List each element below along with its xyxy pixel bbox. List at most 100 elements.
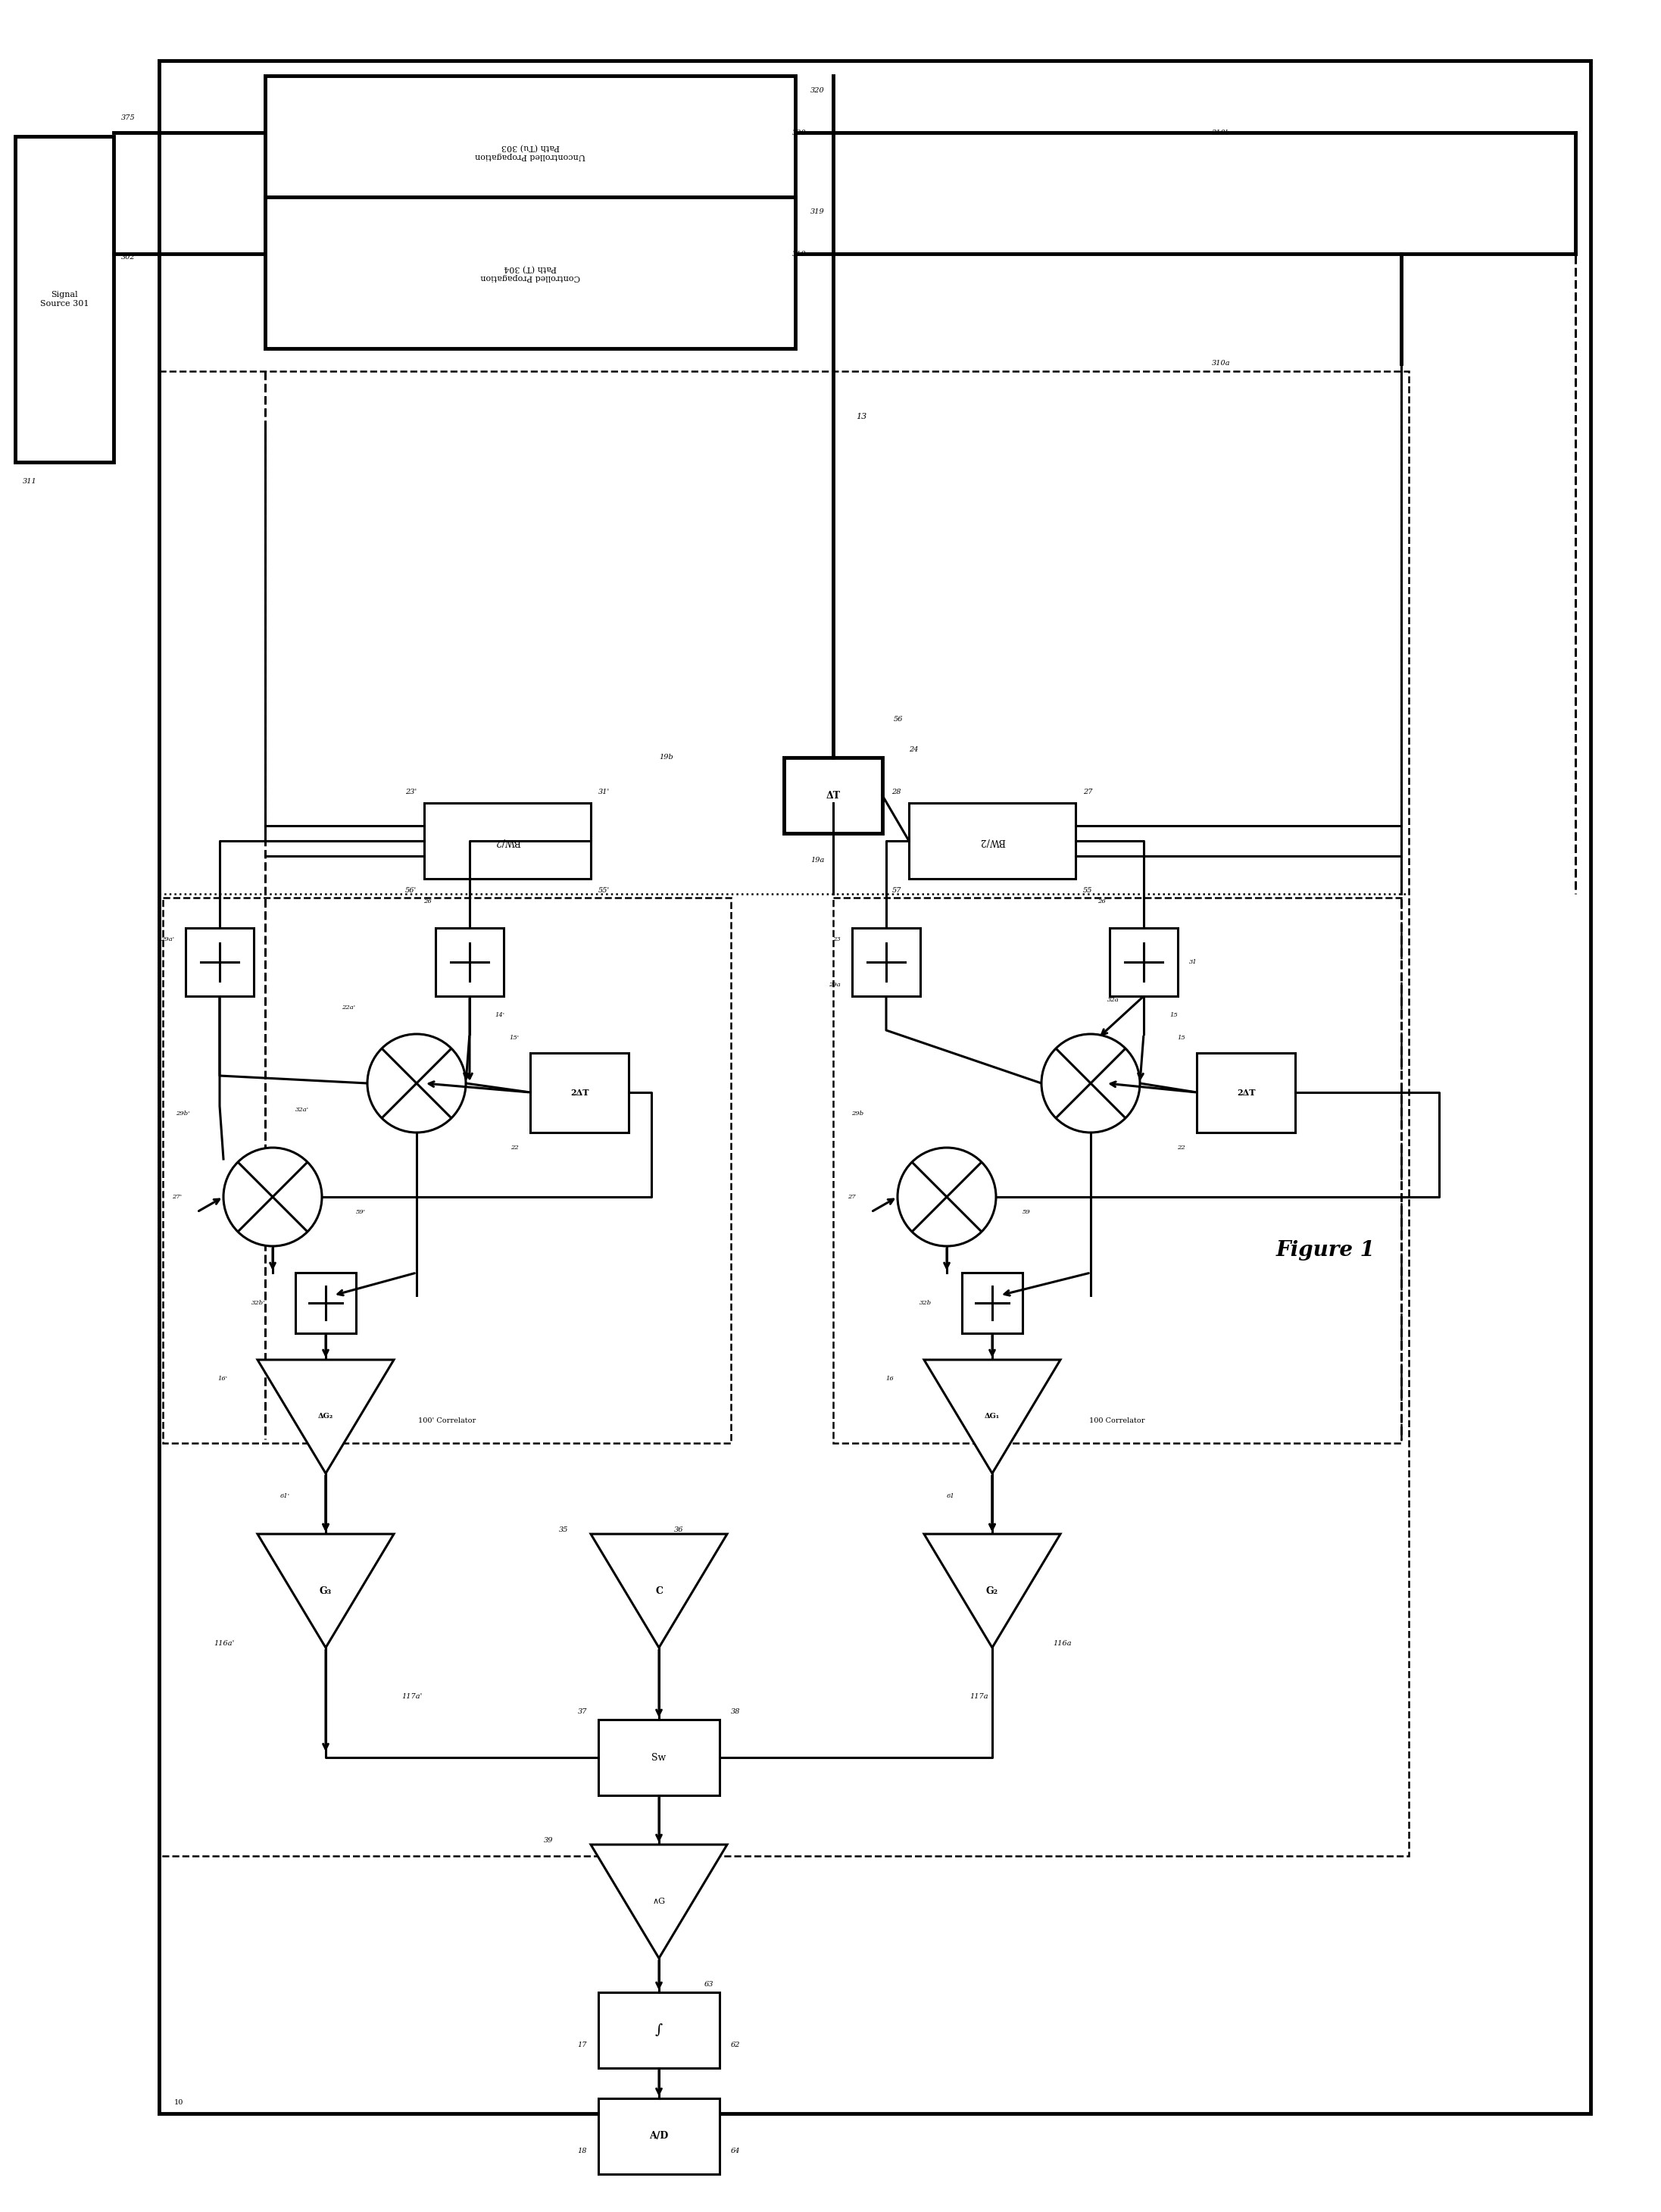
Text: 15': 15': [508, 1035, 518, 1042]
Text: 302: 302: [121, 254, 136, 261]
Text: 375: 375: [121, 115, 136, 122]
Text: 17: 17: [578, 2042, 586, 2048]
Text: 55: 55: [1083, 887, 1093, 894]
Text: ΔG₂: ΔG₂: [317, 1413, 334, 1420]
Text: 319: 319: [792, 250, 807, 257]
Circle shape: [1041, 1033, 1139, 1133]
Text: ΔT: ΔT: [826, 790, 840, 801]
Text: 59: 59: [1023, 1210, 1030, 1214]
Text: 56': 56': [405, 887, 417, 894]
Text: 23: 23: [832, 936, 840, 942]
Text: 14': 14': [495, 1013, 505, 1018]
Bar: [159, 372, 1409, 1856]
Text: 29a': 29a': [161, 936, 174, 942]
Bar: [424, 803, 591, 878]
Text: Controlled Propagation
Path (T) 304: Controlled Propagation Path (T) 304: [480, 265, 580, 281]
Text: 55': 55': [598, 887, 610, 894]
Bar: [962, 1272, 1023, 1334]
Text: 29a: 29a: [829, 982, 840, 989]
Bar: [159, 60, 1591, 2112]
Text: 32b': 32b': [251, 1301, 266, 1305]
Text: 62: 62: [731, 2042, 741, 2048]
Text: ∫: ∫: [654, 2024, 663, 2037]
Text: 15: 15: [1178, 1035, 1186, 1042]
Bar: [834, 898, 1402, 1442]
Text: 22a': 22a': [342, 1004, 355, 1011]
Text: 19b: 19b: [659, 754, 673, 761]
Text: 64: 64: [731, 2148, 741, 2154]
Circle shape: [367, 1033, 465, 1133]
Bar: [598, 1993, 719, 2068]
Text: BW/2: BW/2: [495, 836, 520, 845]
Text: 310a: 310a: [1213, 361, 1231, 367]
Polygon shape: [924, 1360, 1060, 1473]
Bar: [266, 75, 796, 228]
Text: 310b: 310b: [1213, 128, 1231, 135]
Text: 23': 23': [405, 787, 417, 794]
Text: Signal
Source 301: Signal Source 301: [40, 292, 88, 307]
Text: G₂: G₂: [987, 1586, 998, 1595]
Text: 100' Correlator: 100' Correlator: [419, 1418, 475, 1425]
Text: A/D: A/D: [649, 2132, 668, 2141]
Text: 36: 36: [674, 1526, 684, 1533]
Text: 15: 15: [1169, 1013, 1178, 1018]
Text: 10: 10: [174, 2099, 184, 2106]
Text: 2ΔT: 2ΔT: [1237, 1088, 1256, 1097]
Text: 32a: 32a: [1108, 998, 1120, 1002]
Text: 31: 31: [1189, 960, 1198, 964]
Text: C: C: [654, 1586, 663, 1595]
Bar: [1196, 1053, 1296, 1133]
Text: 61': 61': [281, 1493, 291, 1500]
Text: 26: 26: [424, 898, 432, 905]
Text: 27: 27: [1083, 787, 1093, 794]
Text: 38: 38: [731, 1708, 741, 1717]
Bar: [598, 1719, 719, 1796]
Text: 19a: 19a: [811, 856, 824, 863]
Polygon shape: [591, 1533, 728, 1648]
Text: 28: 28: [892, 787, 902, 794]
Text: 56: 56: [894, 717, 904, 723]
Bar: [186, 929, 254, 995]
Bar: [598, 2099, 719, 2174]
Text: BW/2: BW/2: [980, 836, 1005, 845]
Text: 319: 319: [811, 208, 824, 215]
Bar: [15, 137, 113, 462]
Bar: [266, 197, 796, 349]
Polygon shape: [257, 1533, 394, 1648]
Polygon shape: [257, 1360, 394, 1473]
Text: Uncontrolled Propagation
Path (Tu) 303: Uncontrolled Propagation Path (Tu) 303: [475, 144, 585, 159]
Text: 16: 16: [885, 1376, 894, 1382]
Bar: [163, 898, 731, 1442]
Polygon shape: [591, 1845, 728, 1958]
Text: 311: 311: [23, 478, 37, 484]
Text: 2ΔT: 2ΔT: [570, 1088, 588, 1097]
Text: 35: 35: [558, 1526, 568, 1533]
Text: 26: 26: [1098, 898, 1106, 905]
Text: 117a: 117a: [970, 1694, 988, 1701]
Text: 320: 320: [811, 88, 824, 95]
Text: 117a': 117a': [402, 1694, 422, 1701]
Bar: [530, 1053, 628, 1133]
Text: 27: 27: [847, 1194, 855, 1199]
Text: 32a': 32a': [296, 1106, 309, 1113]
Text: 32b: 32b: [920, 1301, 932, 1305]
Text: 116a': 116a': [214, 1641, 234, 1648]
Circle shape: [224, 1148, 322, 1245]
Polygon shape: [924, 1533, 1060, 1648]
Text: 16': 16': [218, 1376, 228, 1382]
Text: 27': 27': [173, 1194, 181, 1199]
Text: 59': 59': [355, 1210, 365, 1214]
Text: 29b: 29b: [850, 1110, 864, 1117]
Bar: [852, 929, 920, 995]
Bar: [909, 803, 1076, 878]
Text: 320: 320: [792, 128, 807, 135]
Text: 57: 57: [892, 887, 902, 894]
Text: Figure 1: Figure 1: [1276, 1239, 1375, 1261]
Text: 116a: 116a: [1053, 1641, 1071, 1648]
Text: Sw: Sw: [651, 1752, 666, 1763]
Circle shape: [897, 1148, 997, 1245]
Text: 29b': 29b': [176, 1110, 189, 1117]
Text: 61: 61: [947, 1493, 955, 1500]
Text: 37: 37: [578, 1708, 586, 1717]
Text: 100 Correlator: 100 Correlator: [1090, 1418, 1144, 1425]
